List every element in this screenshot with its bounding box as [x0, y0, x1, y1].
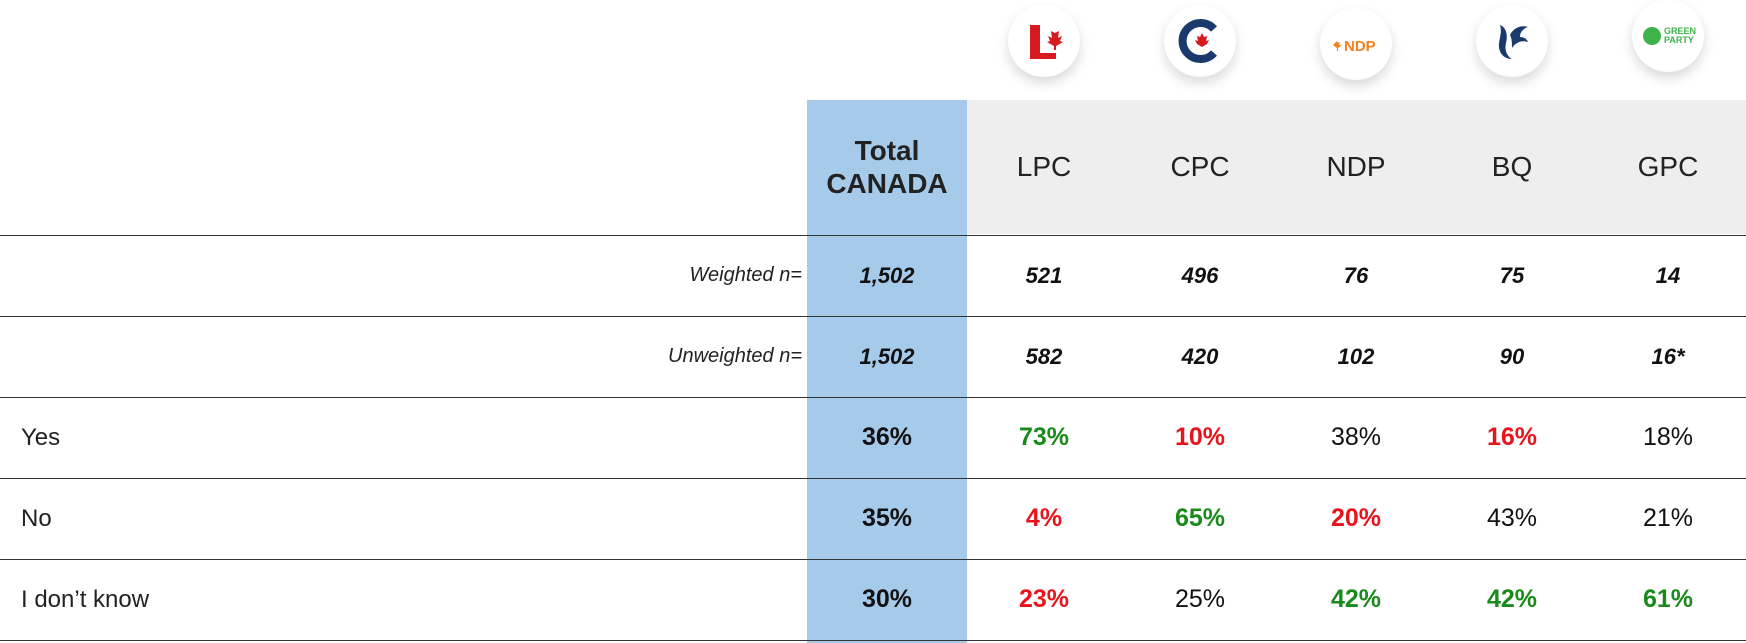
column-header: LPC	[1016, 151, 1072, 182]
ndp-logo: NDP	[1320, 8, 1392, 80]
column-header: Total CANADA	[826, 135, 948, 199]
row-label: No	[21, 504, 52, 532]
rule	[0, 559, 1746, 560]
cell: 65%	[1174, 504, 1226, 532]
column-header: CPC	[1170, 151, 1230, 182]
cell: 90	[1499, 343, 1525, 369]
cell: 61%	[1642, 585, 1694, 613]
column-header: NDP	[1326, 151, 1386, 182]
cell: 75	[1499, 262, 1525, 288]
total-column-band	[807, 100, 967, 643]
gpc-logo-text: PARTY	[1664, 35, 1694, 45]
cpc-logo	[1164, 5, 1236, 77]
cell: 35%	[861, 504, 913, 532]
rule	[0, 316, 1746, 317]
header-band	[967, 100, 1746, 234]
cell: 38%	[1330, 423, 1382, 451]
row-label: Unweighted n=	[668, 345, 802, 367]
gpc-logo-text: GREEN	[1664, 26, 1696, 36]
cell: 20%	[1330, 504, 1382, 532]
cell: 420	[1181, 343, 1219, 369]
cell: 43%	[1486, 504, 1538, 532]
cell: 25%	[1174, 585, 1226, 613]
cell: 76	[1343, 262, 1369, 288]
cell: 14	[1655, 262, 1681, 288]
rule	[0, 235, 1746, 236]
cell: 496	[1181, 262, 1219, 288]
rule	[0, 397, 1746, 398]
cell: 36%	[861, 423, 913, 451]
cell: 1,502	[859, 343, 915, 369]
row-label: Weighted n=	[689, 264, 803, 286]
cell: 4%	[1025, 504, 1063, 532]
cell: 16*	[1651, 343, 1685, 369]
lpc-logo	[1008, 5, 1080, 77]
cell: 23%	[1018, 585, 1070, 613]
cell: 18%	[1642, 423, 1694, 451]
cell: 30%	[861, 585, 913, 613]
gpc-logo: GREEN PARTY	[1632, 0, 1704, 72]
rule	[0, 640, 1746, 641]
ndp-logo-text: NDP	[1344, 38, 1376, 55]
cell: 1,502	[859, 262, 915, 288]
cell: 21%	[1642, 504, 1694, 532]
cell: 73%	[1018, 423, 1070, 451]
cell: 521	[1025, 262, 1063, 288]
cell: 102	[1337, 343, 1375, 369]
column-header: GPC	[1637, 151, 1699, 182]
cell: 16%	[1486, 423, 1538, 451]
row-label: I don’t know	[21, 585, 150, 613]
bq-logo	[1476, 5, 1548, 77]
rule	[0, 478, 1746, 479]
cell: 42%	[1330, 585, 1382, 613]
row-label: Yes	[21, 423, 61, 451]
column-header: BQ	[1491, 151, 1533, 182]
cell: 582	[1025, 343, 1063, 369]
cell: 10%	[1174, 423, 1226, 451]
cell: 42%	[1486, 585, 1538, 613]
